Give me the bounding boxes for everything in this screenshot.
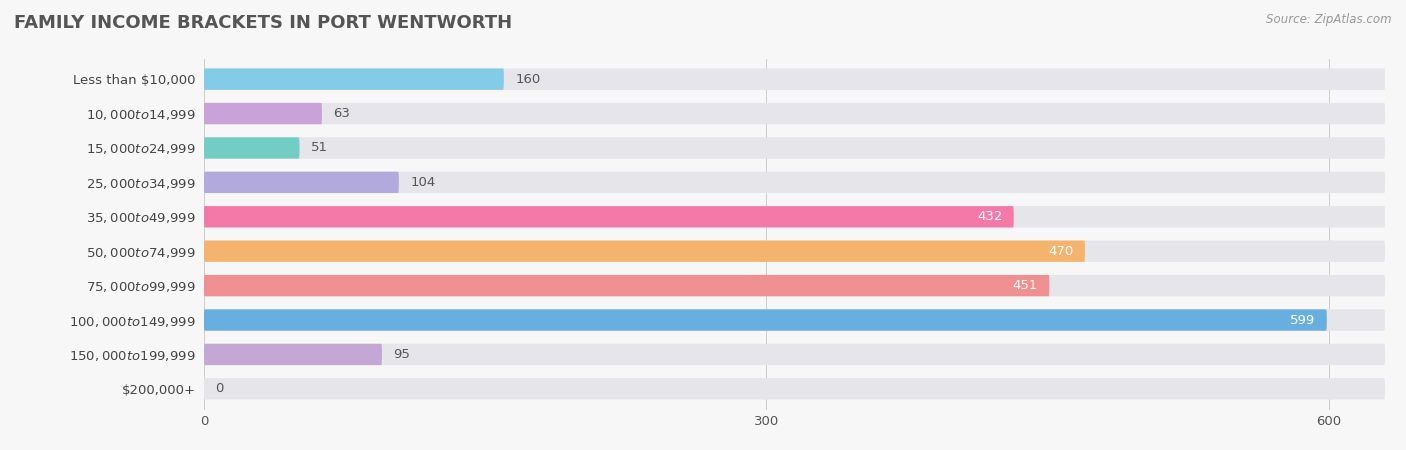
FancyBboxPatch shape [204, 137, 299, 159]
FancyBboxPatch shape [204, 344, 1385, 365]
Text: 51: 51 [311, 141, 328, 154]
FancyBboxPatch shape [204, 68, 503, 90]
FancyBboxPatch shape [204, 309, 1385, 331]
Text: 160: 160 [515, 72, 540, 86]
FancyBboxPatch shape [204, 241, 1385, 262]
FancyBboxPatch shape [204, 275, 1049, 296]
Text: 95: 95 [394, 348, 411, 361]
FancyBboxPatch shape [204, 241, 1085, 262]
Text: 432: 432 [977, 210, 1002, 223]
FancyBboxPatch shape [204, 103, 322, 124]
FancyBboxPatch shape [204, 103, 1385, 124]
Text: 451: 451 [1012, 279, 1038, 292]
FancyBboxPatch shape [204, 275, 1385, 296]
FancyBboxPatch shape [204, 309, 1327, 331]
Text: 63: 63 [333, 107, 350, 120]
FancyBboxPatch shape [204, 137, 1385, 159]
FancyBboxPatch shape [204, 206, 1385, 227]
FancyBboxPatch shape [204, 378, 1385, 400]
FancyBboxPatch shape [204, 344, 382, 365]
Text: FAMILY INCOME BRACKETS IN PORT WENTWORTH: FAMILY INCOME BRACKETS IN PORT WENTWORTH [14, 14, 512, 32]
Text: 104: 104 [411, 176, 436, 189]
Text: 0: 0 [215, 382, 224, 396]
FancyBboxPatch shape [204, 172, 399, 193]
FancyBboxPatch shape [204, 68, 1385, 90]
Text: 599: 599 [1291, 314, 1316, 327]
FancyBboxPatch shape [204, 206, 1014, 227]
Text: 470: 470 [1049, 245, 1074, 258]
Text: Source: ZipAtlas.com: Source: ZipAtlas.com [1267, 14, 1392, 27]
FancyBboxPatch shape [204, 172, 1385, 193]
